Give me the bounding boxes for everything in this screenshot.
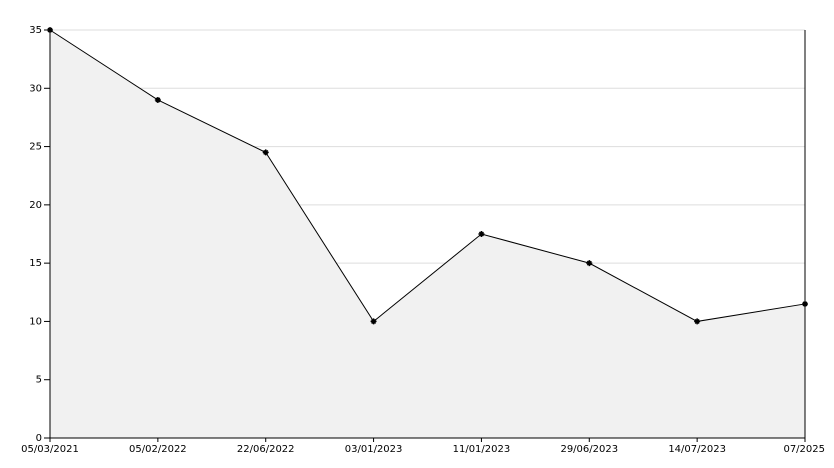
point-marker (262, 149, 269, 156)
area-fill (50, 30, 805, 438)
y-tick-label: 5 (36, 375, 42, 386)
x-tick-label: 14/07/2023 (668, 444, 726, 455)
x-tick-label: 03/01/2023 (345, 444, 403, 455)
point-marker (370, 318, 377, 325)
y-tick-label: 30 (29, 83, 42, 94)
y-tick-label: 15 (29, 258, 42, 269)
x-tick-label: 22/06/2022 (237, 444, 295, 455)
point-marker (154, 96, 161, 103)
x-tick-label: 07/2025 (783, 444, 825, 455)
line (49, 29, 806, 323)
y-tick-label: 10 (29, 316, 42, 327)
y-tick-label: 35 (29, 25, 42, 36)
x-tick-label: 05/02/2022 (129, 444, 187, 455)
x-tick-label: 05/03/2021 (21, 444, 79, 455)
y-tick-label: 20 (29, 200, 42, 211)
y-tick-label: 25 (29, 142, 42, 153)
point-marker (478, 231, 485, 237)
y-tick-label: 0 (36, 433, 42, 444)
point-marker (694, 318, 701, 325)
x-tick-label: 29/06/2023 (560, 444, 618, 455)
x-tick-label: 11/01/2023 (453, 444, 511, 455)
point-marker (586, 260, 593, 267)
